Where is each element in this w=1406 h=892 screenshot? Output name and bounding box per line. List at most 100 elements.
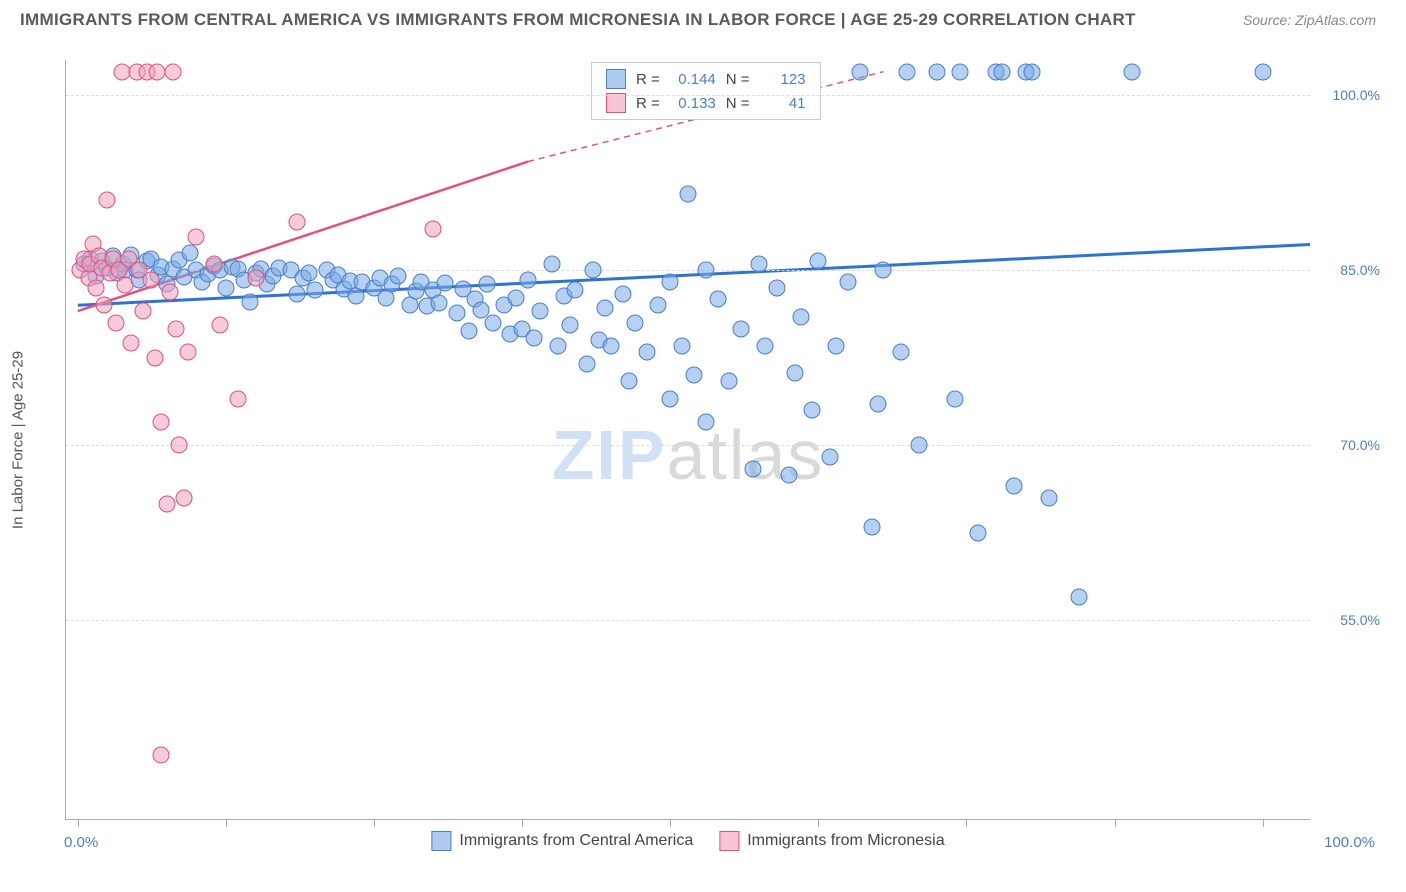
data-point (662, 390, 679, 407)
legend-label: Immigrants from Micronesia (747, 832, 944, 850)
data-point (579, 355, 596, 372)
y-tick-label: 85.0% (1320, 262, 1380, 278)
data-point (217, 279, 234, 296)
stat-r-label: R = (636, 71, 660, 88)
data-point (614, 285, 631, 302)
data-point (182, 244, 199, 261)
data-point (525, 329, 542, 346)
stat-n-value: 123 (760, 71, 806, 88)
x-tick (670, 819, 671, 827)
data-point (431, 294, 448, 311)
x-tick (966, 819, 967, 827)
data-point (1254, 63, 1271, 80)
data-point (780, 466, 797, 483)
data-point (697, 262, 714, 279)
data-point (792, 308, 809, 325)
data-point (721, 373, 738, 390)
data-point (828, 338, 845, 355)
data-point (289, 285, 306, 302)
legend-swatch-icon (719, 831, 739, 851)
data-point (135, 303, 152, 320)
data-point (87, 279, 104, 296)
data-point (176, 489, 193, 506)
data-point (1124, 63, 1141, 80)
data-point (697, 413, 714, 430)
data-point (448, 305, 465, 322)
data-point (158, 495, 175, 512)
data-point (602, 338, 619, 355)
data-point (188, 229, 205, 246)
x-tick (78, 819, 79, 827)
data-point (508, 290, 525, 307)
plot-area: ZIPatlas R =0.144N =123R =0.133N =41 Imm… (65, 60, 1310, 820)
data-point (650, 297, 667, 314)
data-point (107, 314, 124, 331)
data-point (810, 252, 827, 269)
chart-title: IMMIGRANTS FROM CENTRAL AMERICA VS IMMIG… (20, 10, 1136, 30)
data-point (585, 262, 602, 279)
data-point (561, 317, 578, 334)
data-point (804, 402, 821, 419)
data-point (437, 275, 454, 292)
x-tick (522, 819, 523, 827)
data-point (680, 186, 697, 203)
data-point (212, 317, 229, 334)
data-point (180, 343, 197, 360)
data-point (425, 221, 442, 238)
x-tick (374, 819, 375, 827)
x-tick (818, 819, 819, 827)
y-tick-label: 100.0% (1320, 87, 1380, 103)
data-point (520, 271, 537, 288)
x-axis-min-label: 0.0% (64, 834, 98, 851)
data-point (549, 338, 566, 355)
data-point (751, 256, 768, 273)
data-point (839, 273, 856, 290)
x-tick (1263, 819, 1264, 827)
data-point (152, 413, 169, 430)
data-point (168, 320, 185, 337)
y-axis-title: In Labor Force | Age 25-29 (10, 351, 27, 529)
stat-n-label: N = (726, 71, 750, 88)
data-point (95, 297, 112, 314)
data-point (911, 437, 928, 454)
x-axis-max-label: 100.0% (1324, 834, 1375, 851)
stat-n-value: 41 (760, 95, 806, 112)
data-point (1041, 489, 1058, 506)
data-point (170, 437, 187, 454)
data-point (460, 322, 477, 339)
data-point (875, 262, 892, 279)
legend-swatch-icon (431, 831, 451, 851)
x-tick (1115, 819, 1116, 827)
data-point (863, 519, 880, 536)
data-point (745, 460, 762, 477)
data-point (786, 364, 803, 381)
data-point (229, 390, 246, 407)
data-point (709, 291, 726, 308)
data-point (543, 256, 560, 273)
data-point (99, 192, 116, 209)
gridline (66, 95, 1310, 96)
data-point (768, 279, 785, 296)
data-point (851, 63, 868, 80)
watermark: ZIPatlas (552, 415, 825, 495)
data-point (674, 338, 691, 355)
data-point (733, 320, 750, 337)
gridline (66, 445, 1310, 446)
data-point (626, 314, 643, 331)
data-point (946, 390, 963, 407)
data-point (241, 293, 258, 310)
stat-r-value: 0.133 (670, 95, 716, 112)
data-point (162, 284, 179, 301)
data-point (970, 524, 987, 541)
bottom-legend: Immigrants from Central AmericaImmigrant… (431, 831, 944, 851)
data-point (152, 746, 169, 763)
y-tick-label: 55.0% (1320, 612, 1380, 628)
stat-n-label: N = (726, 95, 750, 112)
data-point (247, 270, 264, 287)
data-point (484, 314, 501, 331)
data-point (123, 334, 140, 351)
data-point (685, 367, 702, 384)
data-point (1005, 478, 1022, 495)
data-point (597, 299, 614, 316)
source-attribution: Source: ZipAtlas.com (1243, 12, 1376, 28)
